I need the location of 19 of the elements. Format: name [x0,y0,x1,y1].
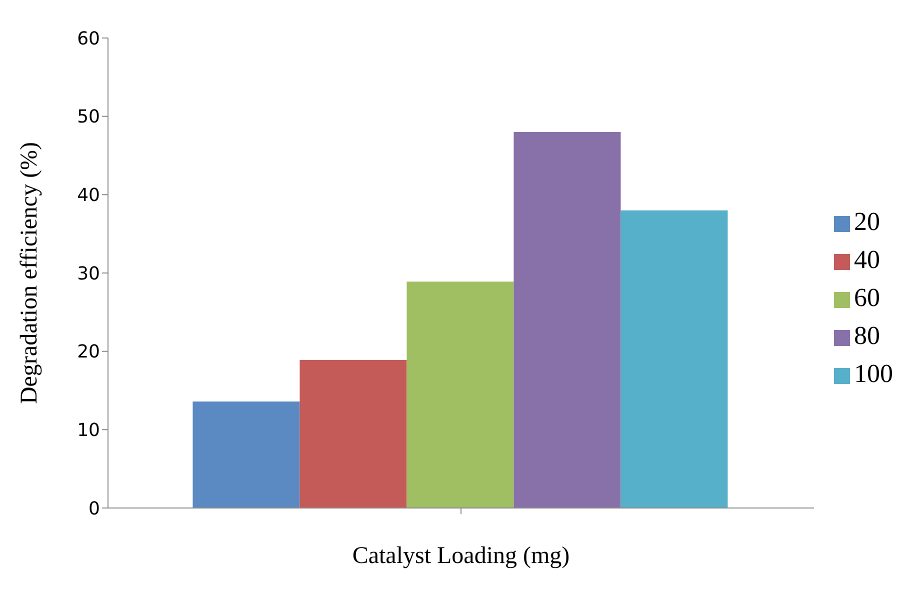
legend-label: 40 [854,245,880,274]
legend-label: 80 [854,321,880,350]
y-tick-label: 0 [88,498,100,520]
y-tick-label: 50 [77,106,100,128]
bar [620,210,728,508]
bar [514,132,621,508]
legend-label: 60 [854,283,880,312]
bar [192,401,300,508]
y-tick-label: 40 [77,185,100,206]
bar [406,282,514,508]
y-tick-label: 60 [77,28,100,50]
y-axis-title: Degradation efficiency (%) [16,142,43,404]
bar [300,360,407,508]
legend-label: 20 [854,207,880,236]
x-axis-title: Catalyst Loading (mg) [352,543,570,569]
y-tick-label: 10 [77,420,100,442]
legend-label: 100 [854,359,893,388]
y-tick-label: 20 [77,342,100,363]
y-tick-label: 30 [77,263,100,284]
